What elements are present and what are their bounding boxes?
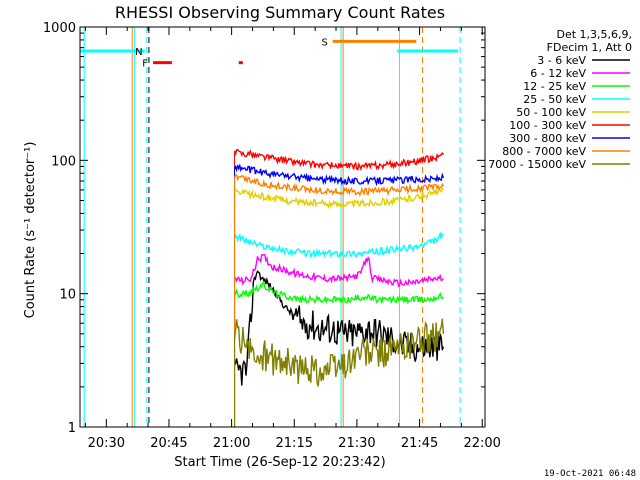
legend-header-0: Det 1,3,5,6,9, xyxy=(556,28,632,41)
footer-timestamp: 19-Oct-2021 06:48 xyxy=(544,469,636,479)
flag-label-F: F xyxy=(142,59,148,70)
series-line-8 xyxy=(233,318,445,387)
series-line-7 xyxy=(233,174,445,197)
chart-title: RHESSI Observing Summary Count Rates xyxy=(115,3,445,22)
legend-entry-2: 12 - 25 keV xyxy=(523,80,586,93)
flag-label-N: N xyxy=(135,47,142,58)
legend-entry-0: 3 - 6 keV xyxy=(537,54,586,67)
legend: Det 1,3,5,6,9,FDecim 1, Att 03 - 6 keV6 … xyxy=(488,28,632,171)
series-line-1 xyxy=(234,253,444,288)
x-tick-label-21:45: 21:45 xyxy=(401,436,438,451)
x-tick-label-20:45: 20:45 xyxy=(150,436,187,451)
x-tick-label-21:15: 21:15 xyxy=(276,436,313,451)
series-line-2 xyxy=(233,281,444,305)
legend-header-1: FDecim 1, Att 0 xyxy=(547,41,632,54)
y-tick-label-1000: 1000 xyxy=(43,21,76,36)
y-tick-label-1: 1 xyxy=(68,421,76,436)
x-axis: 20:30 20:45 21:00 21:15 21:30 21:45 22:00 xyxy=(84,27,501,451)
legend-entry-5: 100 - 300 keV xyxy=(509,119,586,132)
series-layer xyxy=(233,148,445,427)
legend-entry-7: 800 - 7000 keV xyxy=(502,145,586,158)
x-tick-label-21:00: 21:00 xyxy=(213,436,250,451)
vertical-marker-layer xyxy=(83,27,461,427)
x-tick-label-21:30: 21:30 xyxy=(338,436,375,451)
legend-entry-4: 50 - 100 keV xyxy=(516,106,586,119)
legend-entry-1: 6 - 12 keV xyxy=(530,67,586,80)
legend-entry-3: 25 - 50 keV xyxy=(523,93,586,106)
series-line-5 xyxy=(233,148,444,172)
y-axis: 1 10 100 1000 xyxy=(43,21,485,436)
x-axis-label: Start Time (26-Sep-12 20:23:42) xyxy=(174,455,385,470)
x-tick-label-22:00: 22:00 xyxy=(463,436,500,451)
y-tick-label-10: 10 xyxy=(59,288,76,303)
flag-label-S: S xyxy=(322,37,328,48)
x-tick-label-20:30: 20:30 xyxy=(88,436,125,451)
series-line-6 xyxy=(233,163,445,187)
series-line-3 xyxy=(233,231,444,259)
plot-frame xyxy=(79,26,486,428)
flag-bar-layer: NF S xyxy=(80,37,458,70)
legend-entry-6: 300 - 800 keV xyxy=(509,132,586,145)
y-tick-label-100: 100 xyxy=(51,154,76,169)
legend-entry-8: 7000 - 15000 keV xyxy=(488,158,586,171)
series-line-4 xyxy=(234,186,444,210)
y-axis-label: Count Rate (s⁻¹ detector⁻¹) xyxy=(23,142,38,319)
